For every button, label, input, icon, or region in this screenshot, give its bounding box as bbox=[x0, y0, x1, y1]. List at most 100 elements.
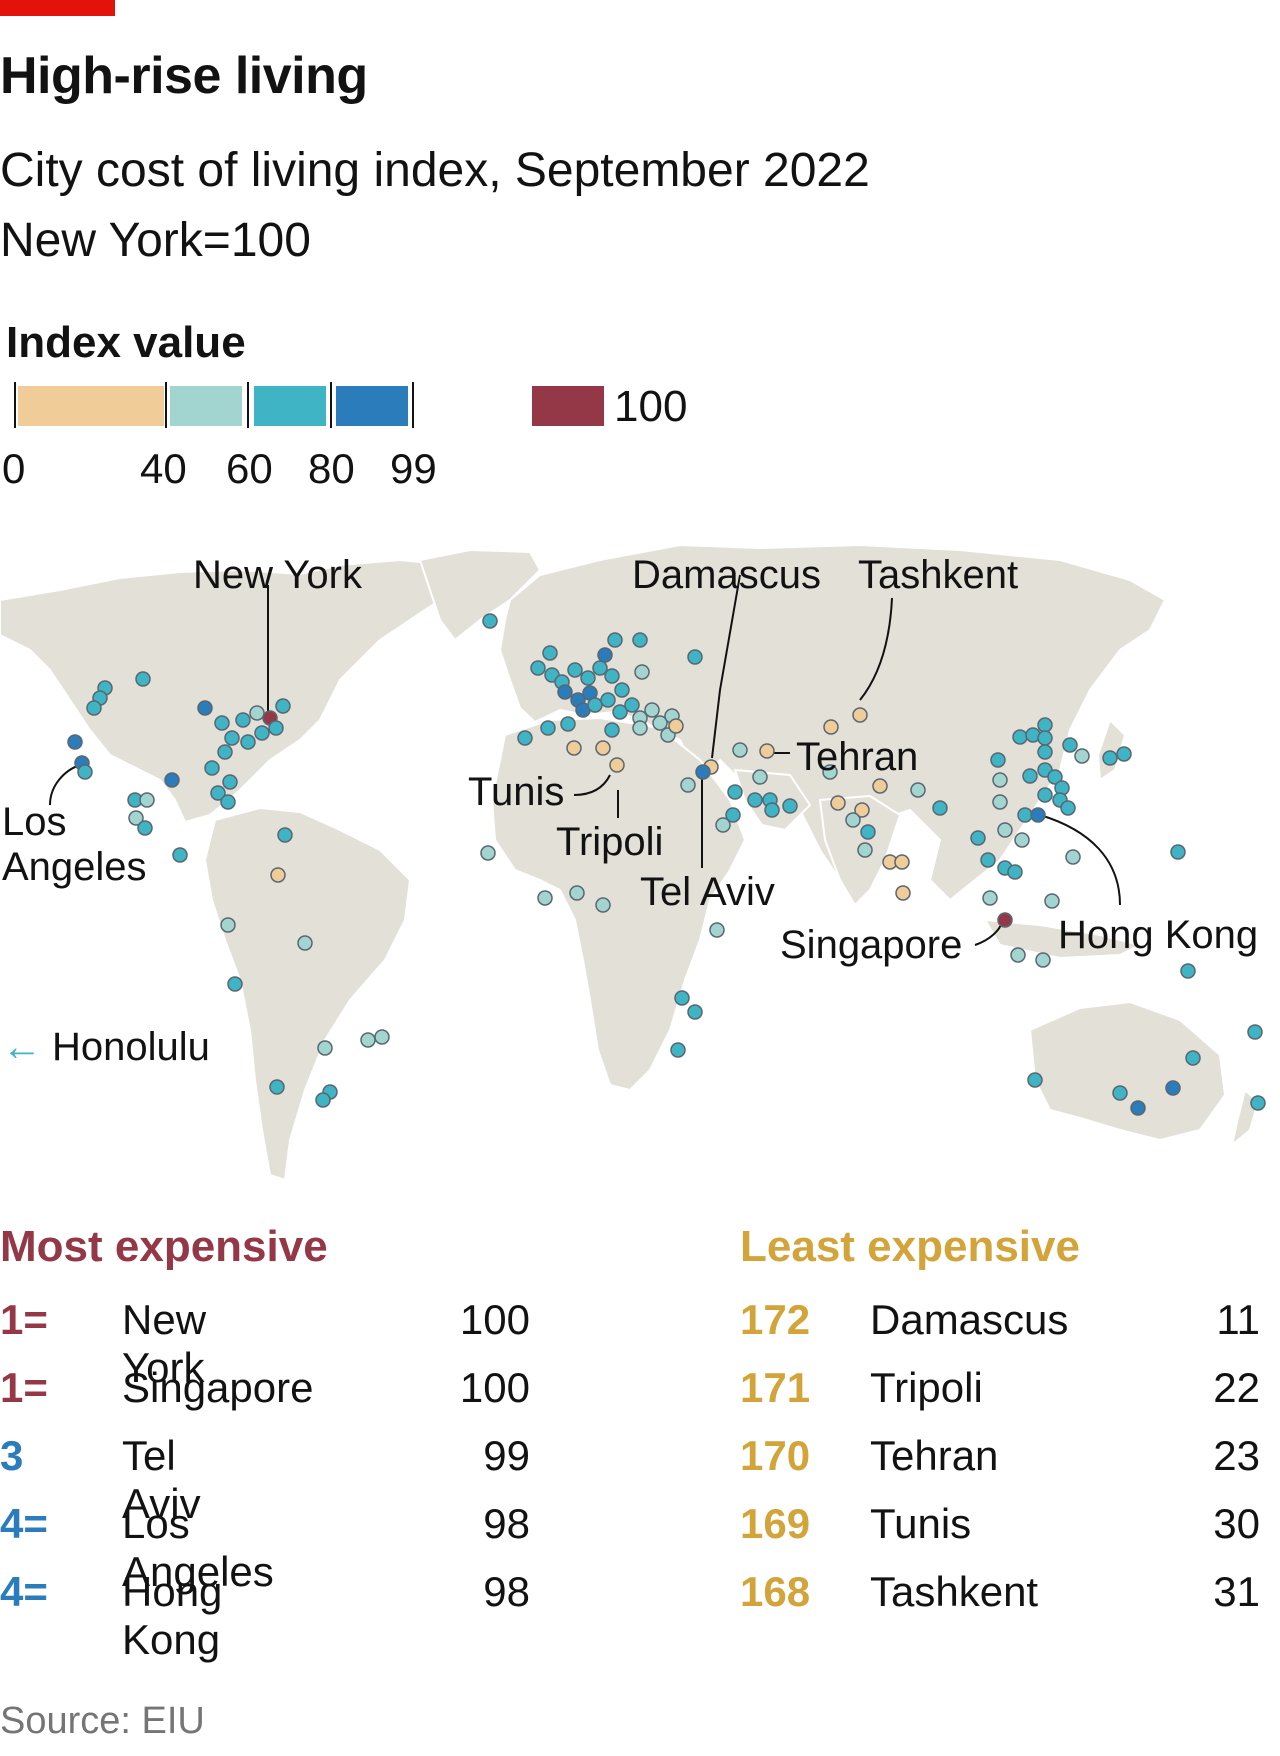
indonesia bbox=[984, 919, 1141, 959]
city-marker bbox=[480, 845, 496, 861]
city-marker bbox=[214, 715, 230, 731]
city-marker bbox=[220, 917, 236, 933]
subtitle-line-1: City cost of living index, September 202… bbox=[0, 144, 870, 197]
city-marker bbox=[360, 1032, 376, 1048]
city-marker bbox=[1170, 844, 1186, 860]
city-marker bbox=[597, 647, 613, 663]
label-hong-kong: Hong Kong bbox=[1058, 913, 1258, 957]
city-marker bbox=[990, 752, 1006, 768]
city-marker bbox=[595, 897, 611, 913]
label-tel-aviv: Tel Aviv bbox=[640, 870, 775, 914]
city-marker bbox=[172, 847, 188, 863]
city-marker bbox=[297, 935, 313, 951]
leader-tunis bbox=[573, 774, 611, 796]
map-labels: New York Los Angeles ← Honolulu Damascus… bbox=[2, 553, 1258, 1069]
city-marker bbox=[240, 734, 256, 750]
leader-damascus bbox=[711, 574, 741, 759]
city-marker bbox=[1037, 717, 1053, 733]
city-marker bbox=[634, 664, 650, 680]
rank-value: 98 bbox=[483, 1500, 530, 1547]
city-marker bbox=[1102, 750, 1118, 766]
city-marker bbox=[1112, 1085, 1128, 1101]
rank-number: 1= bbox=[0, 1296, 48, 1343]
rank-city: Tashkent bbox=[870, 1568, 1039, 1615]
rank-number: 169 bbox=[740, 1500, 811, 1547]
city-marker bbox=[632, 720, 648, 736]
city-marker bbox=[540, 720, 556, 736]
city-marker bbox=[687, 1004, 703, 1020]
city-marker bbox=[77, 764, 93, 780]
australia bbox=[1029, 1001, 1226, 1141]
honolulu-arrow-icon: ← bbox=[2, 1025, 42, 1069]
city-marker bbox=[517, 730, 533, 746]
legend-swatch-40-60 bbox=[170, 386, 242, 426]
leader-tashkent bbox=[859, 597, 893, 701]
city-marker bbox=[269, 1079, 285, 1095]
rank-city: Tunis bbox=[870, 1500, 972, 1547]
city-marker bbox=[674, 990, 690, 1006]
legend-swatch-80-99 bbox=[336, 386, 408, 426]
city-marker bbox=[317, 1040, 333, 1056]
city-markers bbox=[67, 613, 1266, 1116]
city-marker bbox=[217, 744, 233, 760]
city-marker bbox=[997, 912, 1013, 928]
city-marker bbox=[220, 794, 236, 810]
city-marker bbox=[268, 720, 284, 736]
city-marker bbox=[894, 854, 910, 870]
rank-city: Hong Kong bbox=[122, 1568, 223, 1663]
rank-number: 4= bbox=[0, 1500, 48, 1547]
city-marker bbox=[86, 700, 102, 716]
city-marker bbox=[135, 671, 151, 687]
city-marker bbox=[823, 719, 839, 735]
city-marker bbox=[1047, 769, 1063, 785]
city-marker bbox=[1035, 952, 1051, 968]
rank-value: 100 bbox=[459, 1296, 530, 1343]
city-marker bbox=[632, 632, 648, 648]
rank-number: 172 bbox=[740, 1296, 811, 1343]
city-marker bbox=[604, 722, 620, 738]
city-marker bbox=[580, 670, 596, 686]
city-marker bbox=[830, 795, 846, 811]
city-marker bbox=[732, 742, 748, 758]
rank-number: 1= bbox=[0, 1364, 48, 1411]
japan bbox=[1097, 719, 1126, 781]
rank-city: Singapore bbox=[122, 1364, 314, 1411]
city-marker bbox=[1030, 807, 1046, 823]
greenland bbox=[419, 549, 541, 641]
city-marker bbox=[254, 725, 270, 741]
chart-subtitle: City cost of living index, September 202… bbox=[0, 136, 870, 276]
city-marker bbox=[128, 810, 144, 826]
rank-value: 23 bbox=[1213, 1432, 1260, 1479]
city-marker bbox=[275, 698, 291, 714]
city-marker bbox=[197, 700, 213, 716]
accent-bar bbox=[0, 0, 115, 16]
city-marker bbox=[249, 705, 265, 721]
city-marker bbox=[857, 842, 873, 858]
city-marker bbox=[537, 890, 553, 906]
city-marker bbox=[612, 704, 628, 720]
city-marker bbox=[1007, 864, 1023, 880]
legend-swatch-0-40 bbox=[18, 386, 164, 426]
city-marker bbox=[725, 807, 741, 823]
city-marker bbox=[982, 890, 998, 906]
city-marker bbox=[747, 792, 763, 808]
city-marker bbox=[609, 757, 625, 773]
city-marker bbox=[542, 645, 558, 661]
city-marker bbox=[604, 668, 620, 684]
city-marker bbox=[1037, 787, 1053, 803]
city-marker bbox=[992, 772, 1008, 788]
rank-value: 11 bbox=[1216, 1296, 1260, 1343]
city-marker bbox=[482, 613, 498, 629]
city-marker bbox=[1130, 1100, 1146, 1116]
south-america bbox=[204, 807, 411, 1181]
city-marker bbox=[752, 769, 768, 785]
city-marker bbox=[600, 692, 616, 708]
city-marker bbox=[782, 798, 798, 814]
rank-number: 3 bbox=[0, 1432, 24, 1479]
city-marker bbox=[687, 649, 703, 665]
label-damascus: Damascus bbox=[632, 553, 821, 597]
city-marker bbox=[910, 782, 926, 798]
rank-number: 171 bbox=[740, 1364, 811, 1411]
city-marker bbox=[670, 1042, 686, 1058]
rank-city: Damascus bbox=[870, 1296, 1069, 1343]
